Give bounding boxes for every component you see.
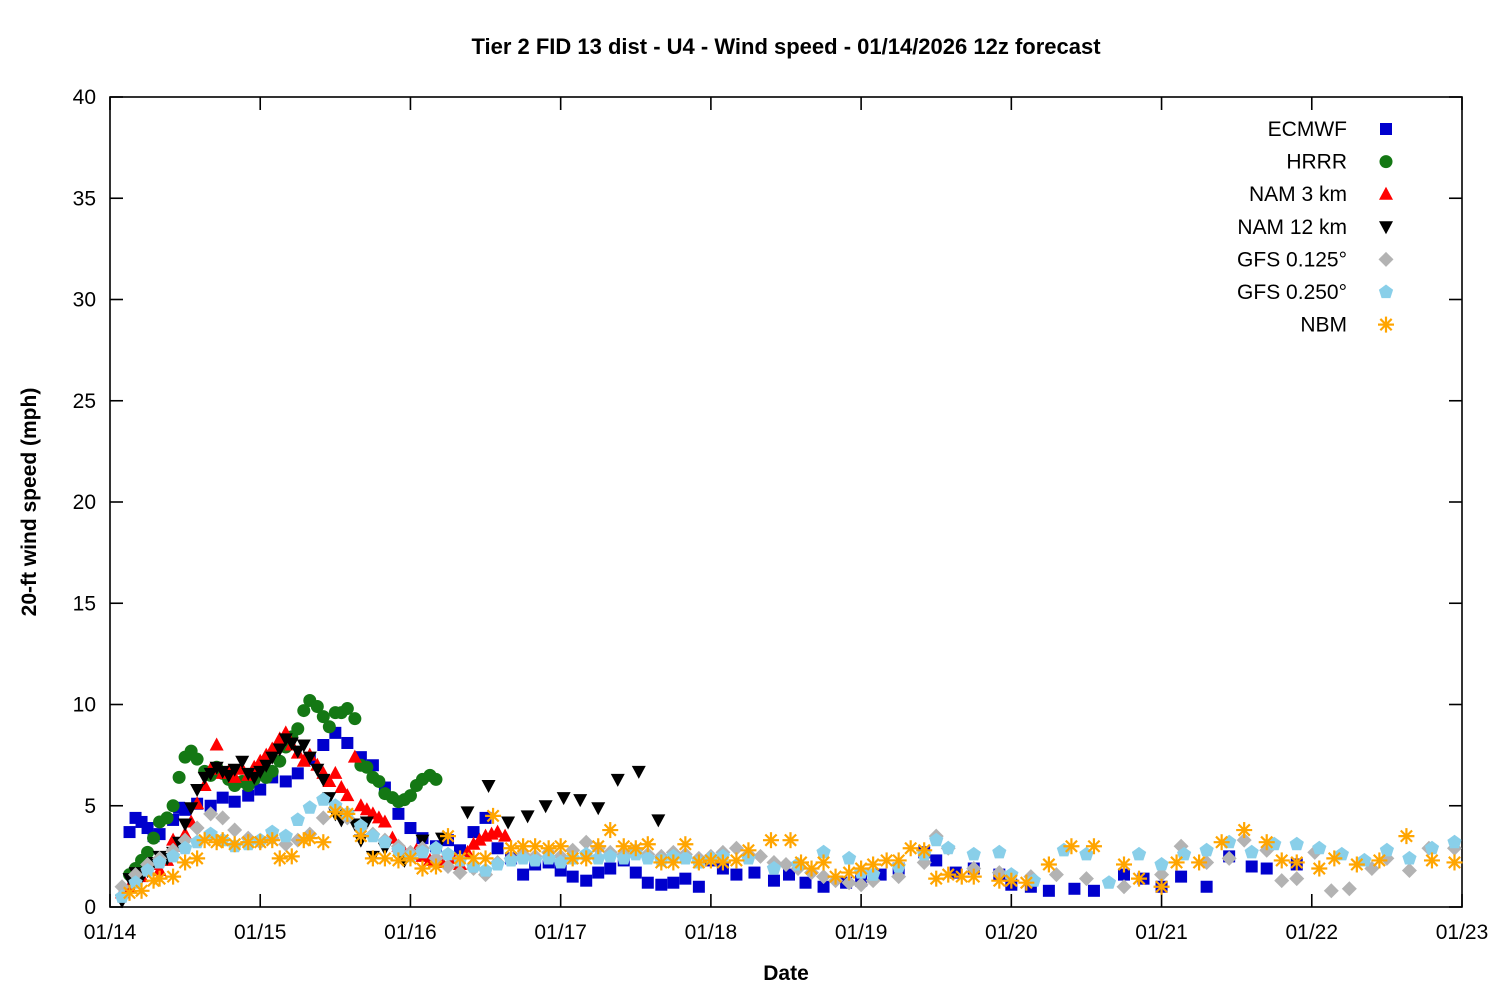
- x-axis-ticks: 01/14 01/15 01/16 01/17 01/18 01/19 01/20 01/21…: [84, 97, 1489, 944]
- y-tick-label: 40: [73, 86, 96, 109]
- y-tick-label: 30: [73, 289, 96, 312]
- legend-marker-ecmwf: [1380, 123, 1392, 135]
- legend-marker-nbm: [1378, 316, 1394, 333]
- y-tick-label: 35: [73, 187, 96, 210]
- legend-label-hrrr: HRRR: [1286, 151, 1347, 174]
- legend-label-nbm: NBM: [1300, 314, 1347, 337]
- legend: ECMWF HRRR NAM 3 km NAM 12 km GFS 0.125° GFS …: [1237, 118, 1394, 337]
- x-tick-label: 01/15: [234, 921, 287, 944]
- legend-marker-nam-12-km: [1379, 221, 1393, 235]
- y-tick-label: 10: [73, 694, 96, 717]
- y-axis-label: 20-ft wind speed (mph): [18, 387, 41, 617]
- legend-label-nam-12-km: NAM 12 km: [1237, 216, 1347, 239]
- x-tick-label: 01/20: [985, 921, 1038, 944]
- y-tick-label: 25: [73, 390, 96, 413]
- legend-marker-gfs-0-250: [1378, 284, 1394, 299]
- x-axis-label: Date: [763, 962, 809, 985]
- legend-label-nam-3-km: NAM 3 km: [1249, 183, 1347, 206]
- legend-marker-nam-3-km: [1379, 186, 1393, 200]
- y-tick-label: 0: [84, 896, 96, 919]
- x-tick-label: 01/22: [1285, 921, 1338, 944]
- x-tick-label: 01/16: [384, 921, 437, 944]
- y-tick-label: 5: [84, 795, 96, 818]
- x-tick-label: 01/18: [685, 921, 738, 944]
- x-tick-label: 01/14: [84, 921, 137, 944]
- y-tick-label: 15: [73, 592, 96, 615]
- x-tick-label: 01/23: [1436, 921, 1489, 944]
- x-tick-label: 01/19: [835, 921, 888, 944]
- legend-label-gfs-0-125: GFS 0.125°: [1237, 248, 1347, 271]
- x-tick-label: 01/21: [1135, 921, 1188, 944]
- legend-marker-gfs-0-125: [1378, 251, 1394, 267]
- series-gfs-0-125: [114, 800, 1462, 899]
- x-tick-label: 01/17: [534, 921, 587, 944]
- chart-title: Tier 2 FID 13 dist - U4 - Wind speed - 0…: [471, 34, 1101, 59]
- legend-label-gfs-0-250: GFS 0.250°: [1237, 281, 1347, 304]
- series-nbm: [121, 803, 1463, 901]
- y-tick-label: 20: [73, 491, 96, 514]
- series-gfs-0-250: [114, 792, 1462, 903]
- legend-marker-hrrr: [1379, 155, 1393, 169]
- y-axis-ticks: 0 5 10 15 20 25 30 35 40: [73, 86, 1462, 919]
- legend-label-ecmwf: ECMWF: [1268, 118, 1347, 141]
